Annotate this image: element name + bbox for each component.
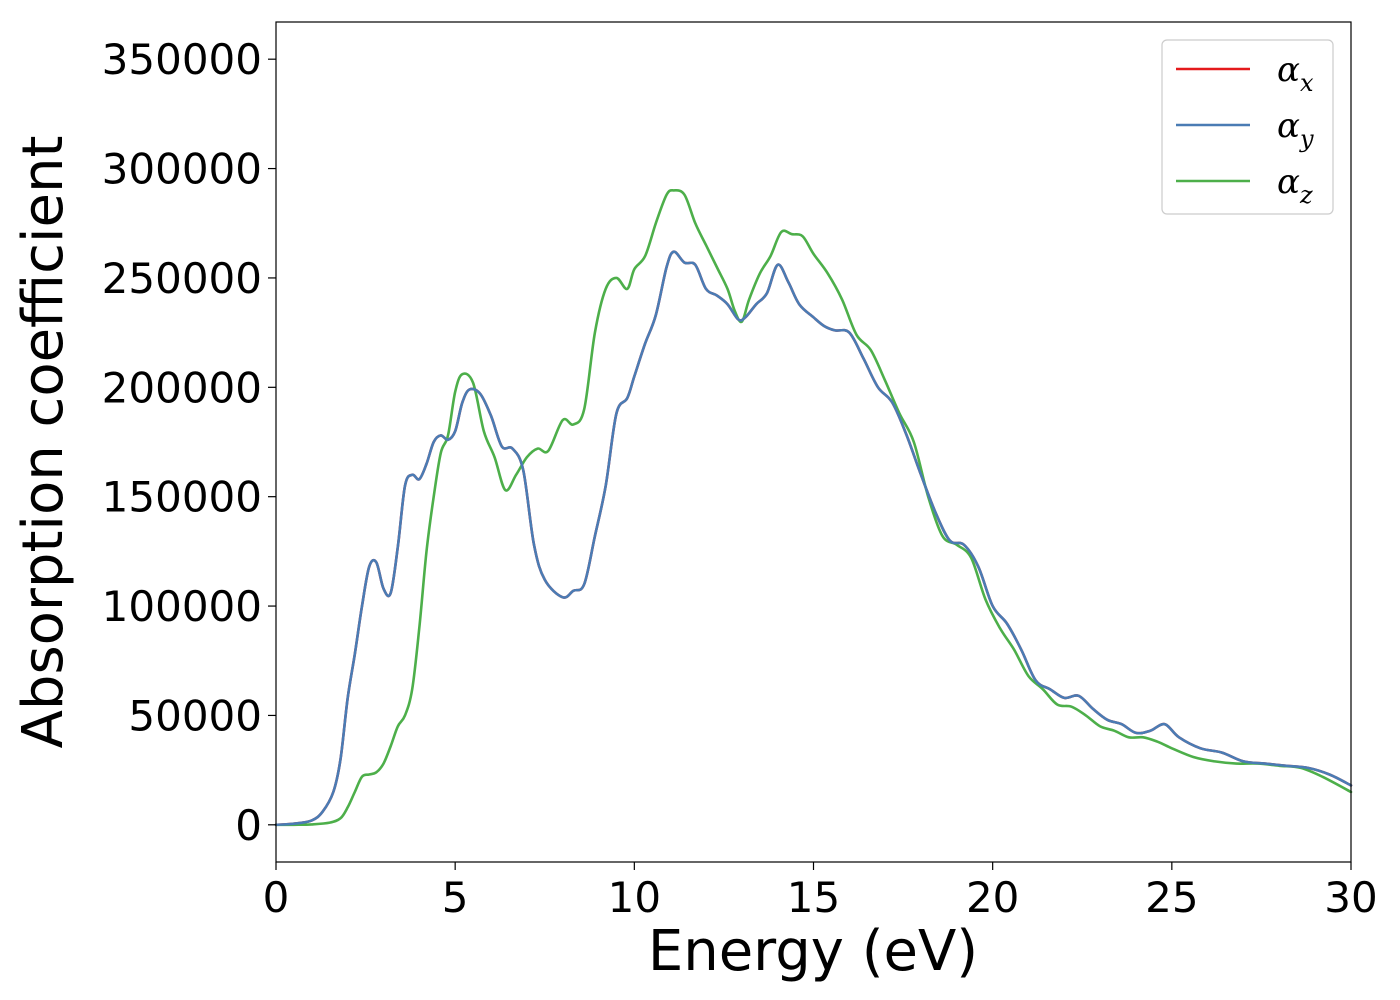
series-layer (274, 189, 1353, 827)
legend-subscript: y (1299, 125, 1314, 153)
x-axis-title: Energy (eV) (648, 919, 978, 984)
x-tick-label: 0 (263, 873, 290, 922)
legend-subscript: x (1300, 69, 1314, 97)
y-tick-label: 300000 (102, 145, 262, 194)
legend-label-y: αy (1277, 106, 1314, 153)
series-line-z (274, 189, 1353, 827)
y-axis-title: Absorption coefficient (11, 136, 76, 749)
y-tick-label: 250000 (102, 254, 262, 303)
series-line-y (274, 250, 1353, 827)
x-tick-label: 10 (608, 873, 661, 922)
y-axis: 0 50000 100000 150000 200000 250000 300000 3500… (102, 35, 276, 850)
x-tick-label: 30 (1324, 873, 1377, 922)
y-tick-label: 350000 (102, 35, 262, 84)
x-tick-label: 5 (442, 873, 469, 922)
x-tick-label: 15 (787, 873, 840, 922)
x-axis: 0 5 10 15 20 25 30 (263, 862, 1378, 922)
x-tick-label: 20 (966, 873, 1019, 922)
y-tick-label: 100000 (102, 582, 262, 631)
y-tick-label: 150000 (102, 473, 262, 522)
legend-subscript: z (1299, 181, 1313, 209)
legend-box (1161, 39, 1334, 215)
x-tick-label: 25 (1145, 873, 1198, 922)
y-tick-label: 0 (235, 801, 262, 850)
y-tick-label: 50000 (128, 691, 262, 740)
y-tick-label: 200000 (102, 363, 262, 412)
